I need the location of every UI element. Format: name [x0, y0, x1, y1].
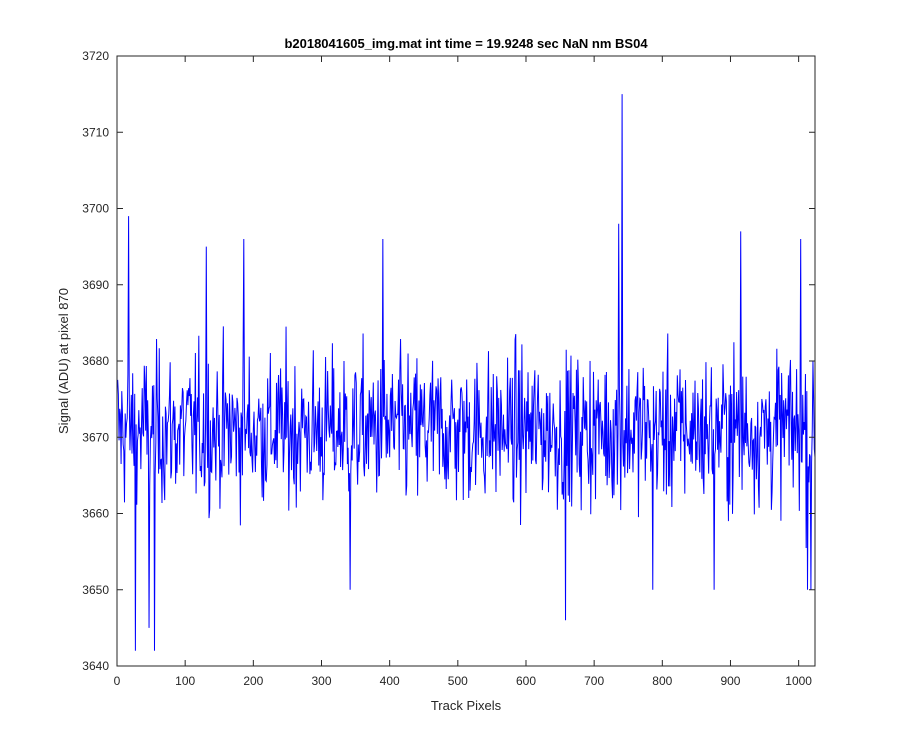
- y-tick-label: 3710: [82, 125, 109, 139]
- ticks-layer: 0 100 200 300 400 500 600 700 800 900 1000 3640 3650…: [82, 49, 815, 688]
- x-tick-label: 500: [448, 674, 468, 688]
- y-tick-label: 3650: [82, 583, 109, 597]
- y-tick-label: 3670: [82, 430, 109, 444]
- x-tick-label: 600: [516, 674, 536, 688]
- y-tick-label: 3680: [82, 354, 109, 368]
- series-line: [117, 94, 816, 651]
- x-tick-label: 100: [175, 674, 195, 688]
- y-tick-label: 3690: [82, 278, 109, 292]
- plot-area: [117, 56, 815, 666]
- x-tick-label: 200: [243, 674, 263, 688]
- x-axis-label: Track Pixels: [431, 698, 502, 713]
- y-tick-label: 3640: [82, 659, 109, 673]
- y-tick-label: 3720: [82, 49, 109, 63]
- y-tick-label: 3700: [82, 202, 109, 216]
- x-tick-label: 300: [311, 674, 331, 688]
- series-layer: [117, 94, 816, 651]
- y-axis-label: Signal (ADU) at pixel 870: [56, 288, 71, 434]
- chart-title: b2018041605_img.mat int time = 19.9248 s…: [284, 36, 648, 51]
- y-tick-label: 3660: [82, 507, 109, 521]
- x-tick-label: 1000: [785, 674, 812, 688]
- x-tick-label: 900: [720, 674, 740, 688]
- x-tick-label: 700: [584, 674, 604, 688]
- x-tick-label: 800: [652, 674, 672, 688]
- x-tick-label: 400: [380, 674, 400, 688]
- x-tick-label: 0: [114, 674, 121, 688]
